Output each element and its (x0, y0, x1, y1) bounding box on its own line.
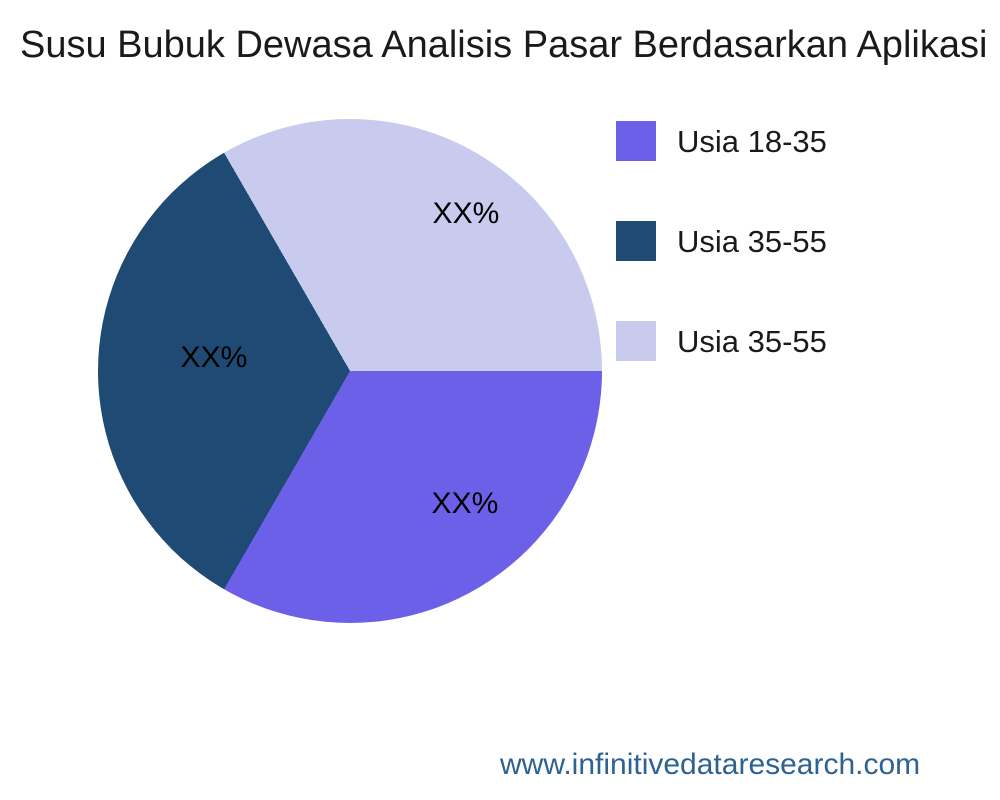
legend-item: Usia 35-55 (616, 321, 827, 361)
legend-label: Usia 18-35 (677, 123, 827, 159)
legend-swatch (616, 121, 656, 161)
legend-item: Usia 35-55 (616, 221, 827, 261)
legend-swatch (616, 321, 656, 361)
legend-label: Usia 35-55 (677, 323, 827, 359)
chart-title: Susu Bubuk Dewasa Analisis Pasar Berdasa… (20, 24, 988, 66)
pie-chart: XX% XX% XX% (98, 119, 602, 623)
pie-slice-label: XX% (432, 196, 500, 230)
pie-slice-label: XX% (180, 340, 248, 374)
legend: Usia 18-35 Usia 35-55 Usia 35-55 (616, 121, 996, 461)
legend-swatch (616, 221, 656, 261)
legend-item: Usia 18-35 (616, 121, 827, 161)
footer-link[interactable]: www.infinitivedataresearch.com (500, 748, 921, 781)
pie-slice-label: XX% (431, 487, 499, 521)
legend-label: Usia 35-55 (677, 223, 827, 259)
